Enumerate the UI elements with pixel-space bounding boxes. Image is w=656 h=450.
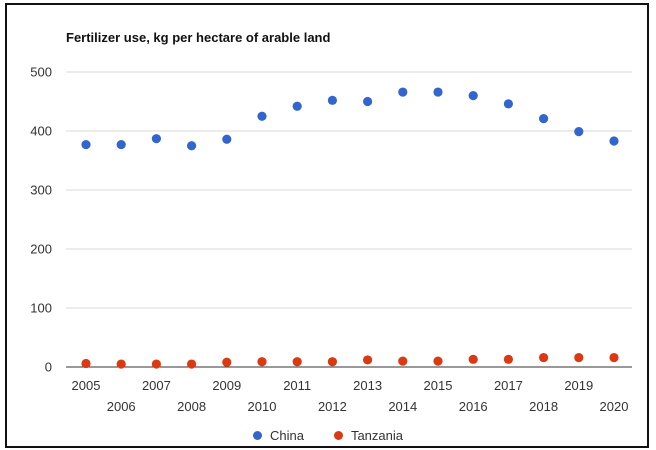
- data-point-tanzania-2018[interactable]: [539, 352, 549, 363]
- data-point-china-2016[interactable]: [468, 91, 478, 101]
- data-point-tanzania-2008[interactable]: [187, 359, 197, 369]
- data-point-china-2011[interactable]: [292, 101, 302, 111]
- legend: China Tanzania: [0, 428, 656, 443]
- y-tick-label: 300: [30, 183, 52, 198]
- data-point-china-2017[interactable]: [503, 99, 513, 109]
- x-tick-label: 2008: [177, 399, 206, 414]
- y-tick-label: 100: [30, 301, 52, 316]
- y-tick-label: 0: [45, 360, 52, 375]
- legend-swatch-china: [252, 431, 262, 440]
- x-tick-label: 2013: [353, 378, 382, 393]
- data-point-tanzania-2017[interactable]: [503, 354, 513, 364]
- chart-title: Fertilizer use, kg per hectare of arable…: [66, 30, 331, 45]
- data-point-tanzania-2006[interactable]: [116, 359, 126, 369]
- data-point-tanzania-2020[interactable]: [609, 352, 619, 363]
- data-point-tanzania-2011[interactable]: [292, 357, 302, 367]
- legend-item-china[interactable]: China: [252, 428, 304, 443]
- data-point-tanzania-2010[interactable]: [257, 357, 267, 367]
- x-tick-label: 2011: [283, 378, 311, 393]
- grid-lines: [66, 71, 632, 368]
- y-tick-label: 500: [30, 65, 52, 80]
- data-point-tanzania-2015[interactable]: [433, 356, 443, 366]
- data-point-china-2014[interactable]: [398, 87, 408, 97]
- data-point-tanzania-2019[interactable]: [574, 352, 584, 363]
- x-tick-label: 2015: [424, 378, 453, 393]
- x-tick-label: 2009: [212, 378, 241, 393]
- data-point-tanzania-2016[interactable]: [468, 354, 478, 364]
- data-point-tanzania-2009[interactable]: [222, 357, 232, 367]
- y-tick-label: 200: [30, 242, 52, 257]
- data-point-china-2019[interactable]: [574, 126, 584, 137]
- data-point-china-2013[interactable]: [363, 96, 373, 107]
- x-axis-ticks: 2005 2006 2007 2008 2009 2010 2011 2012 2013 2014…: [72, 378, 629, 414]
- y-axis-ticks: 0 100 200 300 400 500: [30, 65, 52, 375]
- x-tick-label: 2018: [529, 399, 558, 414]
- data-point-china-2020[interactable]: [609, 136, 619, 146]
- legend-label-china: China: [269, 428, 304, 443]
- x-tick-label: 2020: [600, 399, 629, 414]
- x-tick-label: 2010: [248, 399, 277, 414]
- x-tick-label: 2007: [142, 378, 171, 393]
- chart-frame: [5, 3, 649, 448]
- x-tick-label: 2017: [494, 378, 523, 393]
- data-point-china-2008[interactable]: [187, 141, 197, 151]
- legend-swatch-tanzania: [333, 431, 343, 440]
- x-tick-label: 2012: [318, 399, 347, 414]
- data-point-china-2005[interactable]: [81, 139, 91, 150]
- legend-item-tanzania[interactable]: Tanzania: [333, 428, 403, 443]
- x-tick-label: 2019: [564, 378, 593, 393]
- data-points: [81, 87, 619, 369]
- data-point-tanzania-2013[interactable]: [363, 355, 373, 365]
- x-tick-label: 2014: [388, 399, 417, 414]
- data-point-china-2015[interactable]: [433, 87, 443, 97]
- data-point-tanzania-2014[interactable]: [398, 356, 408, 366]
- data-point-china-2018[interactable]: [539, 114, 549, 124]
- data-point-tanzania-2012[interactable]: [327, 357, 337, 367]
- data-point-china-2012[interactable]: [327, 95, 337, 105]
- data-point-tanzania-2005[interactable]: [81, 358, 91, 369]
- data-point-china-2006[interactable]: [116, 139, 126, 150]
- x-tick-label: 2016: [459, 399, 488, 414]
- data-point-china-2009[interactable]: [222, 134, 232, 144]
- x-tick-label: 2005: [72, 378, 101, 393]
- data-point-tanzania-2007[interactable]: [151, 359, 161, 369]
- data-point-china-2007[interactable]: [151, 134, 161, 144]
- x-tick-label: 2006: [107, 399, 136, 414]
- data-point-china-2010[interactable]: [257, 111, 267, 121]
- y-tick-label: 400: [30, 124, 52, 139]
- legend-label-tanzania: Tanzania: [350, 428, 403, 443]
